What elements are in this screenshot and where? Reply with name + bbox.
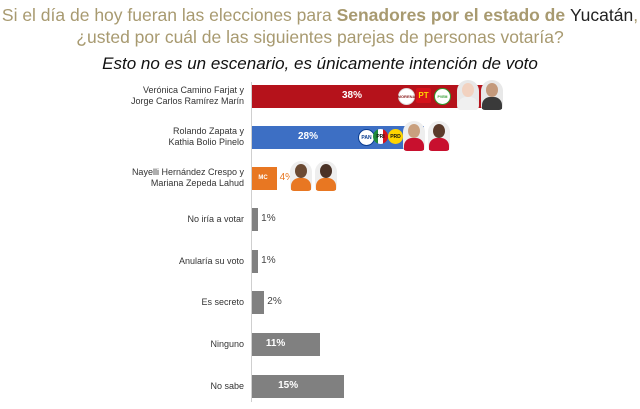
- bar-value-label: 11%: [265, 338, 286, 349]
- category-label-line: Jorge Carlos Ramírez Marín: [130, 96, 244, 106]
- bar-value-label: 1%: [261, 213, 276, 224]
- candidate-photo-bolio: [428, 121, 450, 151]
- category-label-line: Verónica Camino Farjat y: [142, 85, 244, 95]
- category-label: Ninguno: [60, 339, 244, 350]
- bar-value-label: 2%: [267, 296, 282, 307]
- category-label-line: No iría a votar: [187, 213, 244, 224]
- pt-logo-icon: PT: [416, 88, 431, 103]
- bar: [252, 249, 259, 273]
- category-label: No iría a votar: [60, 214, 244, 225]
- candidate-photo-zepeda: [315, 161, 337, 191]
- morena-logo-icon: MORENA: [398, 88, 415, 105]
- pvem-logo-text: PVEM: [437, 94, 448, 99]
- category-label: Verónica Camino Farjat y Jorge Carlos Ram…: [60, 85, 244, 107]
- bar: [252, 332, 320, 356]
- category-label-line: No sabe: [210, 380, 244, 391]
- category-label: Es secreto: [60, 297, 244, 308]
- category-label: Nayelli Hernández Crespo y Mariana Zepeda…: [60, 167, 244, 189]
- bar: [252, 374, 345, 398]
- candidate-photo-camino: [457, 80, 479, 110]
- pvem-logo-icon: PVEM: [434, 88, 451, 105]
- title-comma: ,: [633, 5, 639, 25]
- bar-value-label: 4%: [279, 172, 295, 183]
- bar-value-label: 28%: [298, 131, 319, 142]
- mc-logo-icon: MC: [254, 169, 272, 187]
- candidate-photo-ramirez: [481, 80, 503, 110]
- pan-logo-text: PAN: [361, 134, 372, 141]
- category-label-line: Mariana Zepeda Lahud: [150, 178, 244, 188]
- bar-value-label: 15%: [278, 380, 299, 391]
- morena-logo-text: MORENA: [397, 94, 416, 99]
- chart-axis-line: [251, 82, 252, 402]
- pri-logo-text: PRI: [376, 133, 385, 140]
- prd-logo-text: PRD: [390, 133, 401, 140]
- category-label: Rolando Zapata y Kathia Bolio Pinelo: [60, 126, 244, 148]
- prd-logo-icon: PRD: [388, 129, 403, 144]
- candidate-photo-zapata: [403, 121, 425, 151]
- title-state: Yucatán: [569, 5, 634, 25]
- title-text-1: Si el día de hoy fueran las elecciones p…: [1, 5, 337, 25]
- category-label-line: Anularía su voto: [178, 255, 244, 266]
- title-text-2: ¿usted por cuál de las siguientes pareja…: [76, 27, 564, 47]
- category-label: No sabe: [60, 381, 244, 392]
- category-label-line: Rolando Zapata y: [172, 126, 244, 136]
- bar-value-label: 38%: [342, 90, 363, 101]
- candidate-photo-hernandez: [290, 161, 312, 191]
- bar-value-label: 1%: [261, 255, 276, 266]
- category-label-line: Ninguno: [210, 338, 244, 349]
- category-label-line: Nayelli Hernández Crespo y: [131, 167, 244, 177]
- category-label: Anularía su voto: [60, 256, 244, 267]
- bar: [252, 290, 265, 314]
- pt-logo-text: PT: [418, 91, 429, 100]
- category-label-line: Es secreto: [201, 296, 244, 307]
- bar: [252, 207, 259, 231]
- pri-logo-icon: PRI: [373, 129, 388, 144]
- chart-title: Si el día de hoy fueran las elecciones p…: [0, 4, 640, 48]
- title-highlight: Senadores por el estado de: [336, 5, 570, 25]
- mc-logo-text: MC: [258, 175, 268, 181]
- chart-subtitle: Esto no es un escenario, es únicamente i…: [102, 54, 538, 73]
- category-label-line: Kathia Bolio Pinelo: [168, 137, 244, 147]
